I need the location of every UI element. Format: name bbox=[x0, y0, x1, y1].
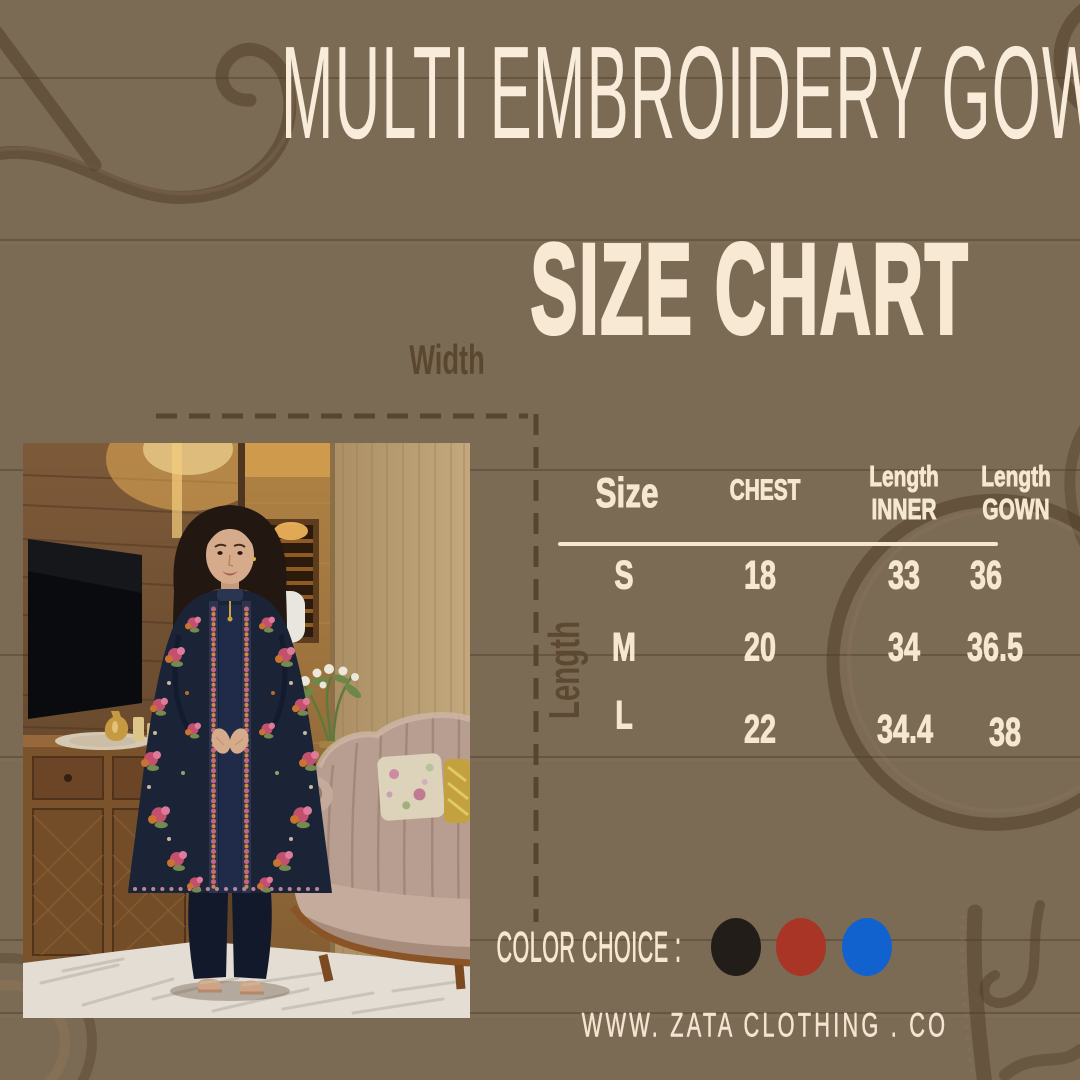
row-l-chest: 22 bbox=[743, 707, 777, 752]
length-guide-label: Length bbox=[540, 620, 589, 720]
column-header-length-inner: Length INNER bbox=[869, 461, 939, 527]
hands bbox=[211, 728, 249, 754]
website-url: WWW. ZATA CLOTHING . CO bbox=[581, 1006, 949, 1045]
header-line: INNER bbox=[871, 494, 937, 527]
row-s-size: S bbox=[614, 553, 634, 598]
photo-scene bbox=[23, 443, 470, 1018]
pants bbox=[188, 893, 228, 979]
header-line: Length bbox=[869, 461, 939, 494]
product-photo bbox=[23, 443, 470, 1018]
row-l-length-gown: 38 bbox=[988, 710, 1022, 755]
row-s-length-gown: 36 bbox=[969, 553, 1003, 598]
candle bbox=[133, 717, 144, 741]
row-s-length-inner: 33 bbox=[887, 553, 921, 598]
row-l-size: L bbox=[615, 693, 633, 738]
size-chart-heading: SIZE CHART bbox=[529, 218, 970, 361]
row-m-size: M bbox=[612, 625, 637, 670]
sofa bbox=[285, 712, 470, 990]
column-header-length-gown: Length GOWN bbox=[981, 461, 1051, 527]
product-title: MULTI EMBROIDERY GOWN bbox=[280, 19, 1080, 166]
color-choice-label: COLOR CHOICE : bbox=[496, 923, 682, 972]
header-line: GOWN bbox=[982, 494, 1050, 527]
row-l-length-inner: 34.4 bbox=[876, 707, 934, 752]
header-line: Length bbox=[981, 461, 1051, 494]
row-m-length-gown: 36.5 bbox=[966, 625, 1024, 670]
color-swatch-black bbox=[711, 918, 761, 976]
row-m-chest: 20 bbox=[743, 625, 777, 670]
row-m-length-inner: 34 bbox=[887, 625, 921, 670]
column-header-chest: CHEST bbox=[729, 474, 801, 507]
width-guide-label: Width bbox=[409, 336, 485, 383]
tv bbox=[28, 539, 142, 719]
marble-floor bbox=[23, 941, 470, 1018]
column-header-size: Size bbox=[595, 469, 659, 517]
floral-cushion bbox=[377, 753, 445, 821]
gold-cushion bbox=[444, 759, 470, 823]
color-swatch-maroon bbox=[776, 918, 826, 976]
table-divider-horizontal bbox=[558, 542, 998, 546]
row-s-chest: 18 bbox=[743, 553, 777, 598]
model bbox=[128, 505, 332, 1001]
color-swatch-blue bbox=[842, 918, 892, 976]
